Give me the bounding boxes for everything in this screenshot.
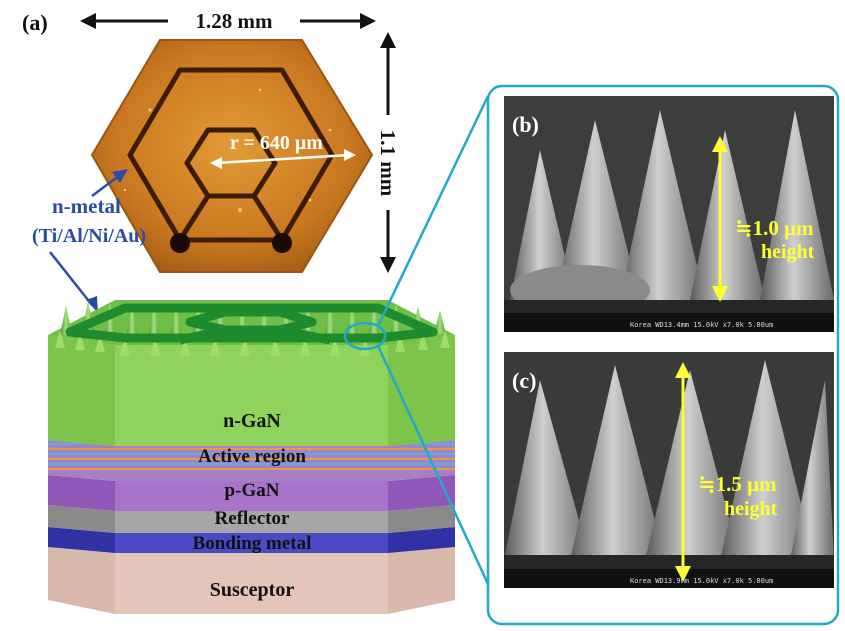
c-height-word: height	[724, 498, 778, 520]
n-metal-pointer-arrows	[49, 169, 128, 313]
height-arrow-b	[712, 136, 728, 302]
chip-photo	[90, 39, 374, 273]
layer-label-reflector: Reflector	[215, 508, 290, 529]
height-arrow	[380, 32, 396, 273]
b-height-value: ≒1.0 μm	[735, 216, 814, 240]
radius-label: r = 640 μm	[230, 132, 323, 154]
radius-arrow	[210, 149, 356, 169]
led-stack	[48, 300, 455, 614]
c-height-value: ≒1.5 μm	[698, 472, 777, 496]
layer-label-active-region: Active region	[198, 446, 306, 467]
height-label: 1.1 mm	[376, 130, 400, 197]
b-height-word: height	[761, 241, 815, 263]
layer-label-n-gan: n-GaN	[223, 410, 281, 432]
layer-label-p-gan: p-GaN	[225, 480, 280, 501]
zoom-callout	[376, 84, 840, 626]
width-label: 1.28 mm	[196, 9, 273, 33]
sem-footer-b: Korea WD13.4mm 15.0kV x7.0k 5.00um	[630, 321, 773, 329]
panel-a-label: (a)	[22, 10, 48, 35]
panel-b-label: (b)	[512, 112, 539, 137]
n-metal-composition-label: (Ti/Al/Ni/Au)	[32, 225, 146, 247]
n-metal-label: n-metal	[52, 194, 121, 218]
sem-image-c	[504, 352, 834, 588]
layer-label-bonding-metal: Bonding metal	[193, 533, 312, 554]
width-arrow	[80, 13, 376, 29]
panel-c-label: (c)	[512, 368, 536, 393]
sem-image-b	[504, 96, 834, 332]
layer-label-susceptor: Susceptor	[210, 579, 295, 601]
height-arrow-c	[675, 362, 691, 582]
sem-footer-c: Korea WD13.9mm 15.0kV x7.0k 5.00um	[630, 577, 773, 585]
